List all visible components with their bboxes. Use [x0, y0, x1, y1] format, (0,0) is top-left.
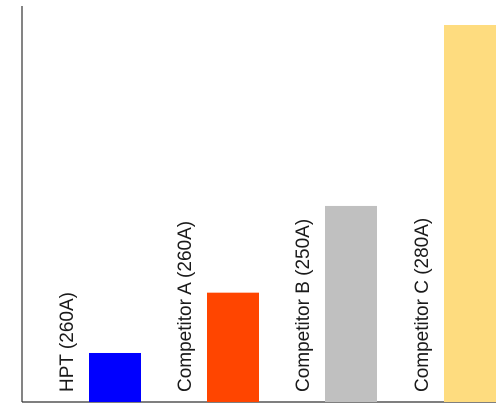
category-label-3: Competitor B (250A) [293, 219, 314, 392]
category-label-2: Competitor A (260A) [175, 221, 196, 392]
category-label-1: HPT (260A) [57, 292, 78, 392]
category-labels-group: HPT (260A) Competitor A (260A) Competitor … [57, 218, 433, 392]
bars-group [89, 25, 496, 402]
bar-4 [444, 25, 496, 402]
bar-3 [325, 205, 377, 402]
bar-2 [207, 292, 259, 402]
category-label-4: Competitor C (280A) [412, 218, 433, 392]
bar-1 [89, 352, 141, 402]
